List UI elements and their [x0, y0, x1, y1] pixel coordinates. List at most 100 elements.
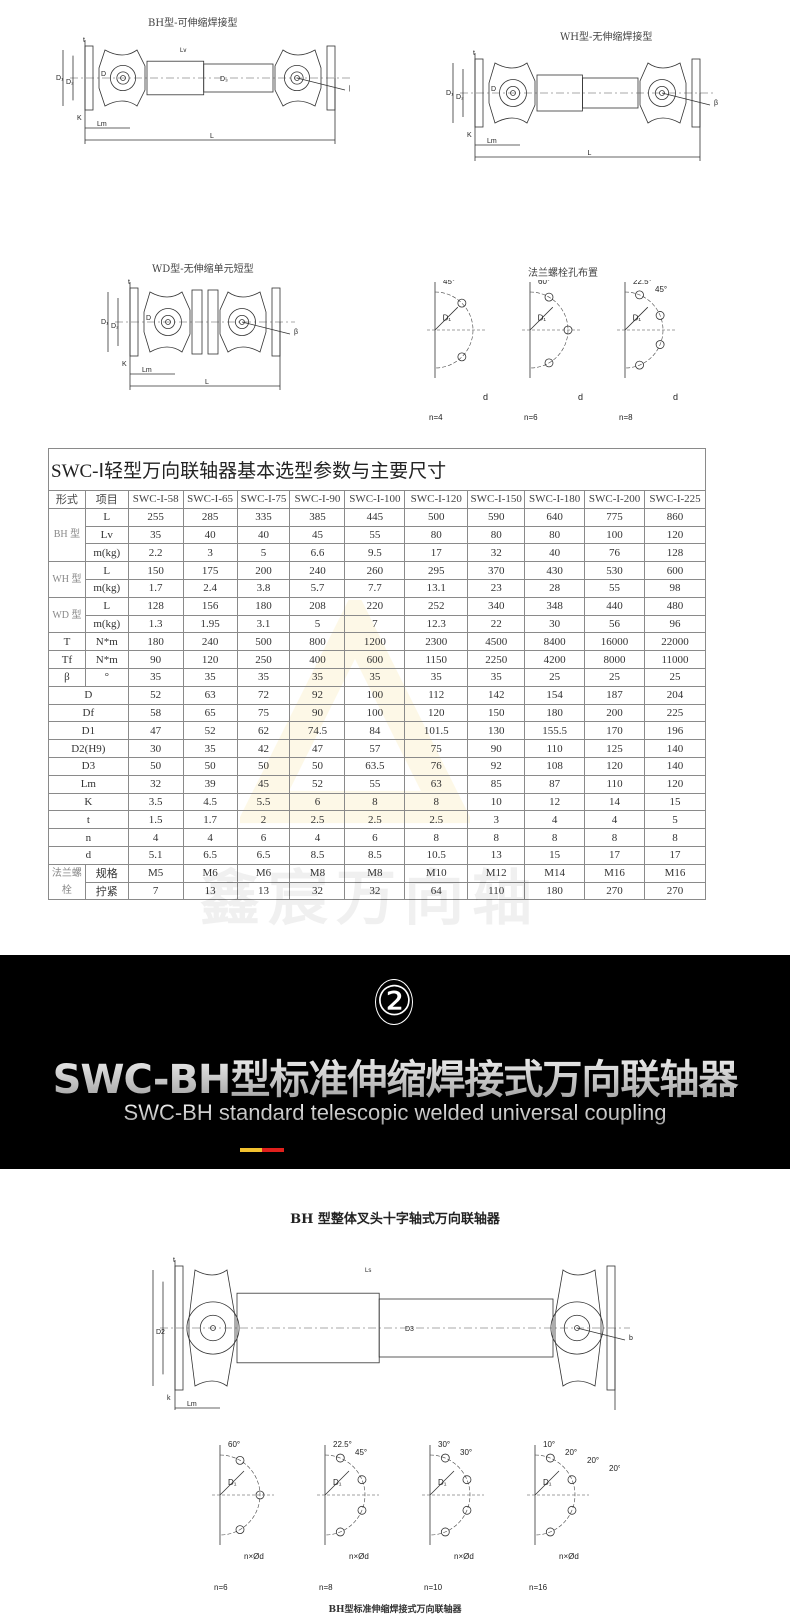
- bolt-circle: [219, 1454, 261, 1536]
- dim-label-D2: D₂: [111, 323, 119, 330]
- table-cell: 72: [236, 685, 291, 705]
- yoke-shape: [639, 62, 687, 124]
- table-cell: 500: [236, 632, 291, 652]
- table-cell: 530: [584, 561, 646, 580]
- table-cell: 22000: [644, 632, 706, 652]
- flange-n-label: n=10: [424, 1583, 443, 1592]
- bh-section-footer: BH型标准伸缩焊接式万向联轴器: [328, 1605, 462, 1615]
- flange-angle-label: 45°: [655, 285, 667, 294]
- table-cell: 6.5: [236, 845, 291, 865]
- table-cell: 7: [344, 614, 406, 634]
- table-cell: 4500: [467, 632, 526, 652]
- flange-angle-label: 60°: [538, 280, 550, 286]
- table-cell: 180: [127, 632, 184, 652]
- table-cell: 28: [524, 578, 586, 598]
- row-label: d: [48, 845, 129, 865]
- table-row: K 3.5 4.5 5.5 6 8 8 10 12 14 15: [48, 792, 706, 812]
- table-cell: 120: [644, 774, 706, 794]
- table-cell: 65: [182, 703, 238, 723]
- table-cell: 240: [182, 632, 238, 652]
- flange-D1-label: D₁: [633, 314, 642, 323]
- table-cell: 80: [467, 525, 526, 545]
- dim-label-K: k: [167, 1395, 171, 1402]
- table-row: WH 型 L 150 175 200 240 260 295 370 430 530 600: [48, 561, 706, 598]
- table-cell: 110: [584, 774, 646, 794]
- bolt-hole: [462, 1505, 472, 1515]
- table-row: m(kg) 1.3 1.95 3.1 5 7 12.3 22 30 56 96: [49, 614, 706, 634]
- table-cell: 12: [524, 792, 586, 812]
- table-header-row: 形式 项目 SWC-I-58 SWC-I-65 SWC-I-75 SWC-I-90 SWC-…: [48, 490, 706, 509]
- table-cell: 10: [467, 792, 526, 812]
- flange-angle-label: 45°: [355, 1448, 367, 1457]
- table-row: d 5.1 6.5 6.5 8.5 8.5 10.5 13 15 17 17: [48, 845, 706, 865]
- radius-line: [429, 1470, 455, 1496]
- table-cell: 100: [344, 685, 406, 705]
- column-header: SWC-I-225: [644, 490, 706, 509]
- table-cell: 130: [467, 721, 526, 741]
- table-cell: 75: [236, 703, 291, 723]
- flange-d-label: d: [578, 392, 583, 402]
- yoke-shape: [219, 291, 267, 353]
- yoke-shape: [488, 62, 536, 124]
- table-cell: 370: [467, 561, 526, 580]
- section-banner: ② SWC-BH型标准伸缩焊接式万向联轴器 SWC-BH standard te…: [0, 955, 790, 1169]
- table-cell: 430: [524, 561, 586, 580]
- accent-bar-yellow: [240, 1148, 262, 1152]
- table-cell: 120: [404, 703, 469, 723]
- table-cell: 6: [236, 828, 291, 847]
- row-item-label: N*m: [84, 650, 129, 669]
- table-cell: 14: [584, 792, 646, 812]
- table-cell: 3.8: [236, 578, 291, 598]
- table-cell: 4: [524, 810, 586, 830]
- flange-n-label: n=4: [429, 413, 443, 422]
- table-cell: 480: [644, 596, 706, 616]
- table-cell: 16000: [584, 632, 646, 652]
- table-cell: 100: [584, 525, 646, 545]
- table-cell: 63: [182, 685, 238, 705]
- table-cell: 5.1: [127, 845, 184, 865]
- flange-D1-label: D₁: [438, 1478, 447, 1487]
- bolt-hole: [335, 1453, 345, 1463]
- bolt-circle: [324, 1454, 366, 1536]
- table-row: D2(H9) 30 35 42 47 57 75 90 110 125 140: [48, 739, 706, 758]
- dim-label-L: L: [210, 133, 214, 140]
- table-cell: 2300: [404, 632, 469, 652]
- column-header: 项目: [84, 490, 129, 509]
- table-cell: 340: [467, 596, 526, 616]
- table-cell: 30: [524, 614, 586, 634]
- bolt-hole: [255, 1490, 265, 1500]
- table-cell: 8: [584, 828, 646, 847]
- table-cell: M16: [644, 863, 706, 883]
- table-row: D 52 63 72 92 100 112 142 154 187 204: [48, 685, 706, 705]
- row-item-label: L: [84, 507, 129, 527]
- table-cell: 110: [467, 881, 526, 901]
- banner-subtitle: SWC-BH standard telescopic welded univer…: [0, 1100, 790, 1126]
- row-item-label: m(kg): [84, 614, 129, 634]
- table-cell: 8: [404, 828, 469, 847]
- table-cell: 2.4: [182, 578, 238, 598]
- table-cell: 120: [644, 525, 706, 545]
- table-cell: 25: [524, 667, 586, 687]
- column-header: SWC-I-75: [236, 490, 291, 509]
- table-cell: 112: [404, 685, 469, 705]
- table-cell: 64: [404, 881, 469, 901]
- table-cell: 800: [289, 632, 346, 652]
- table-cell: 32: [344, 881, 406, 901]
- table-cell: 62: [236, 721, 291, 741]
- table-cell: 2: [236, 810, 291, 830]
- bolt-circle: [429, 1454, 471, 1536]
- table-cell: 5: [644, 810, 706, 830]
- table-cell: 32: [467, 543, 526, 563]
- bolt-hole: [462, 1475, 472, 1485]
- table-cell: 8: [404, 792, 469, 812]
- table-cell: 196: [644, 721, 706, 741]
- wd-diagram-caption: WD型-无伸缩单元短型: [152, 264, 254, 275]
- table-cell: 76: [404, 756, 469, 776]
- table-cell: 25: [584, 667, 646, 687]
- row-item-label: L: [84, 596, 129, 616]
- table-cell: 600: [344, 650, 406, 669]
- table-cell: 4200: [524, 650, 586, 669]
- column-header: SWC-I-58: [127, 490, 184, 509]
